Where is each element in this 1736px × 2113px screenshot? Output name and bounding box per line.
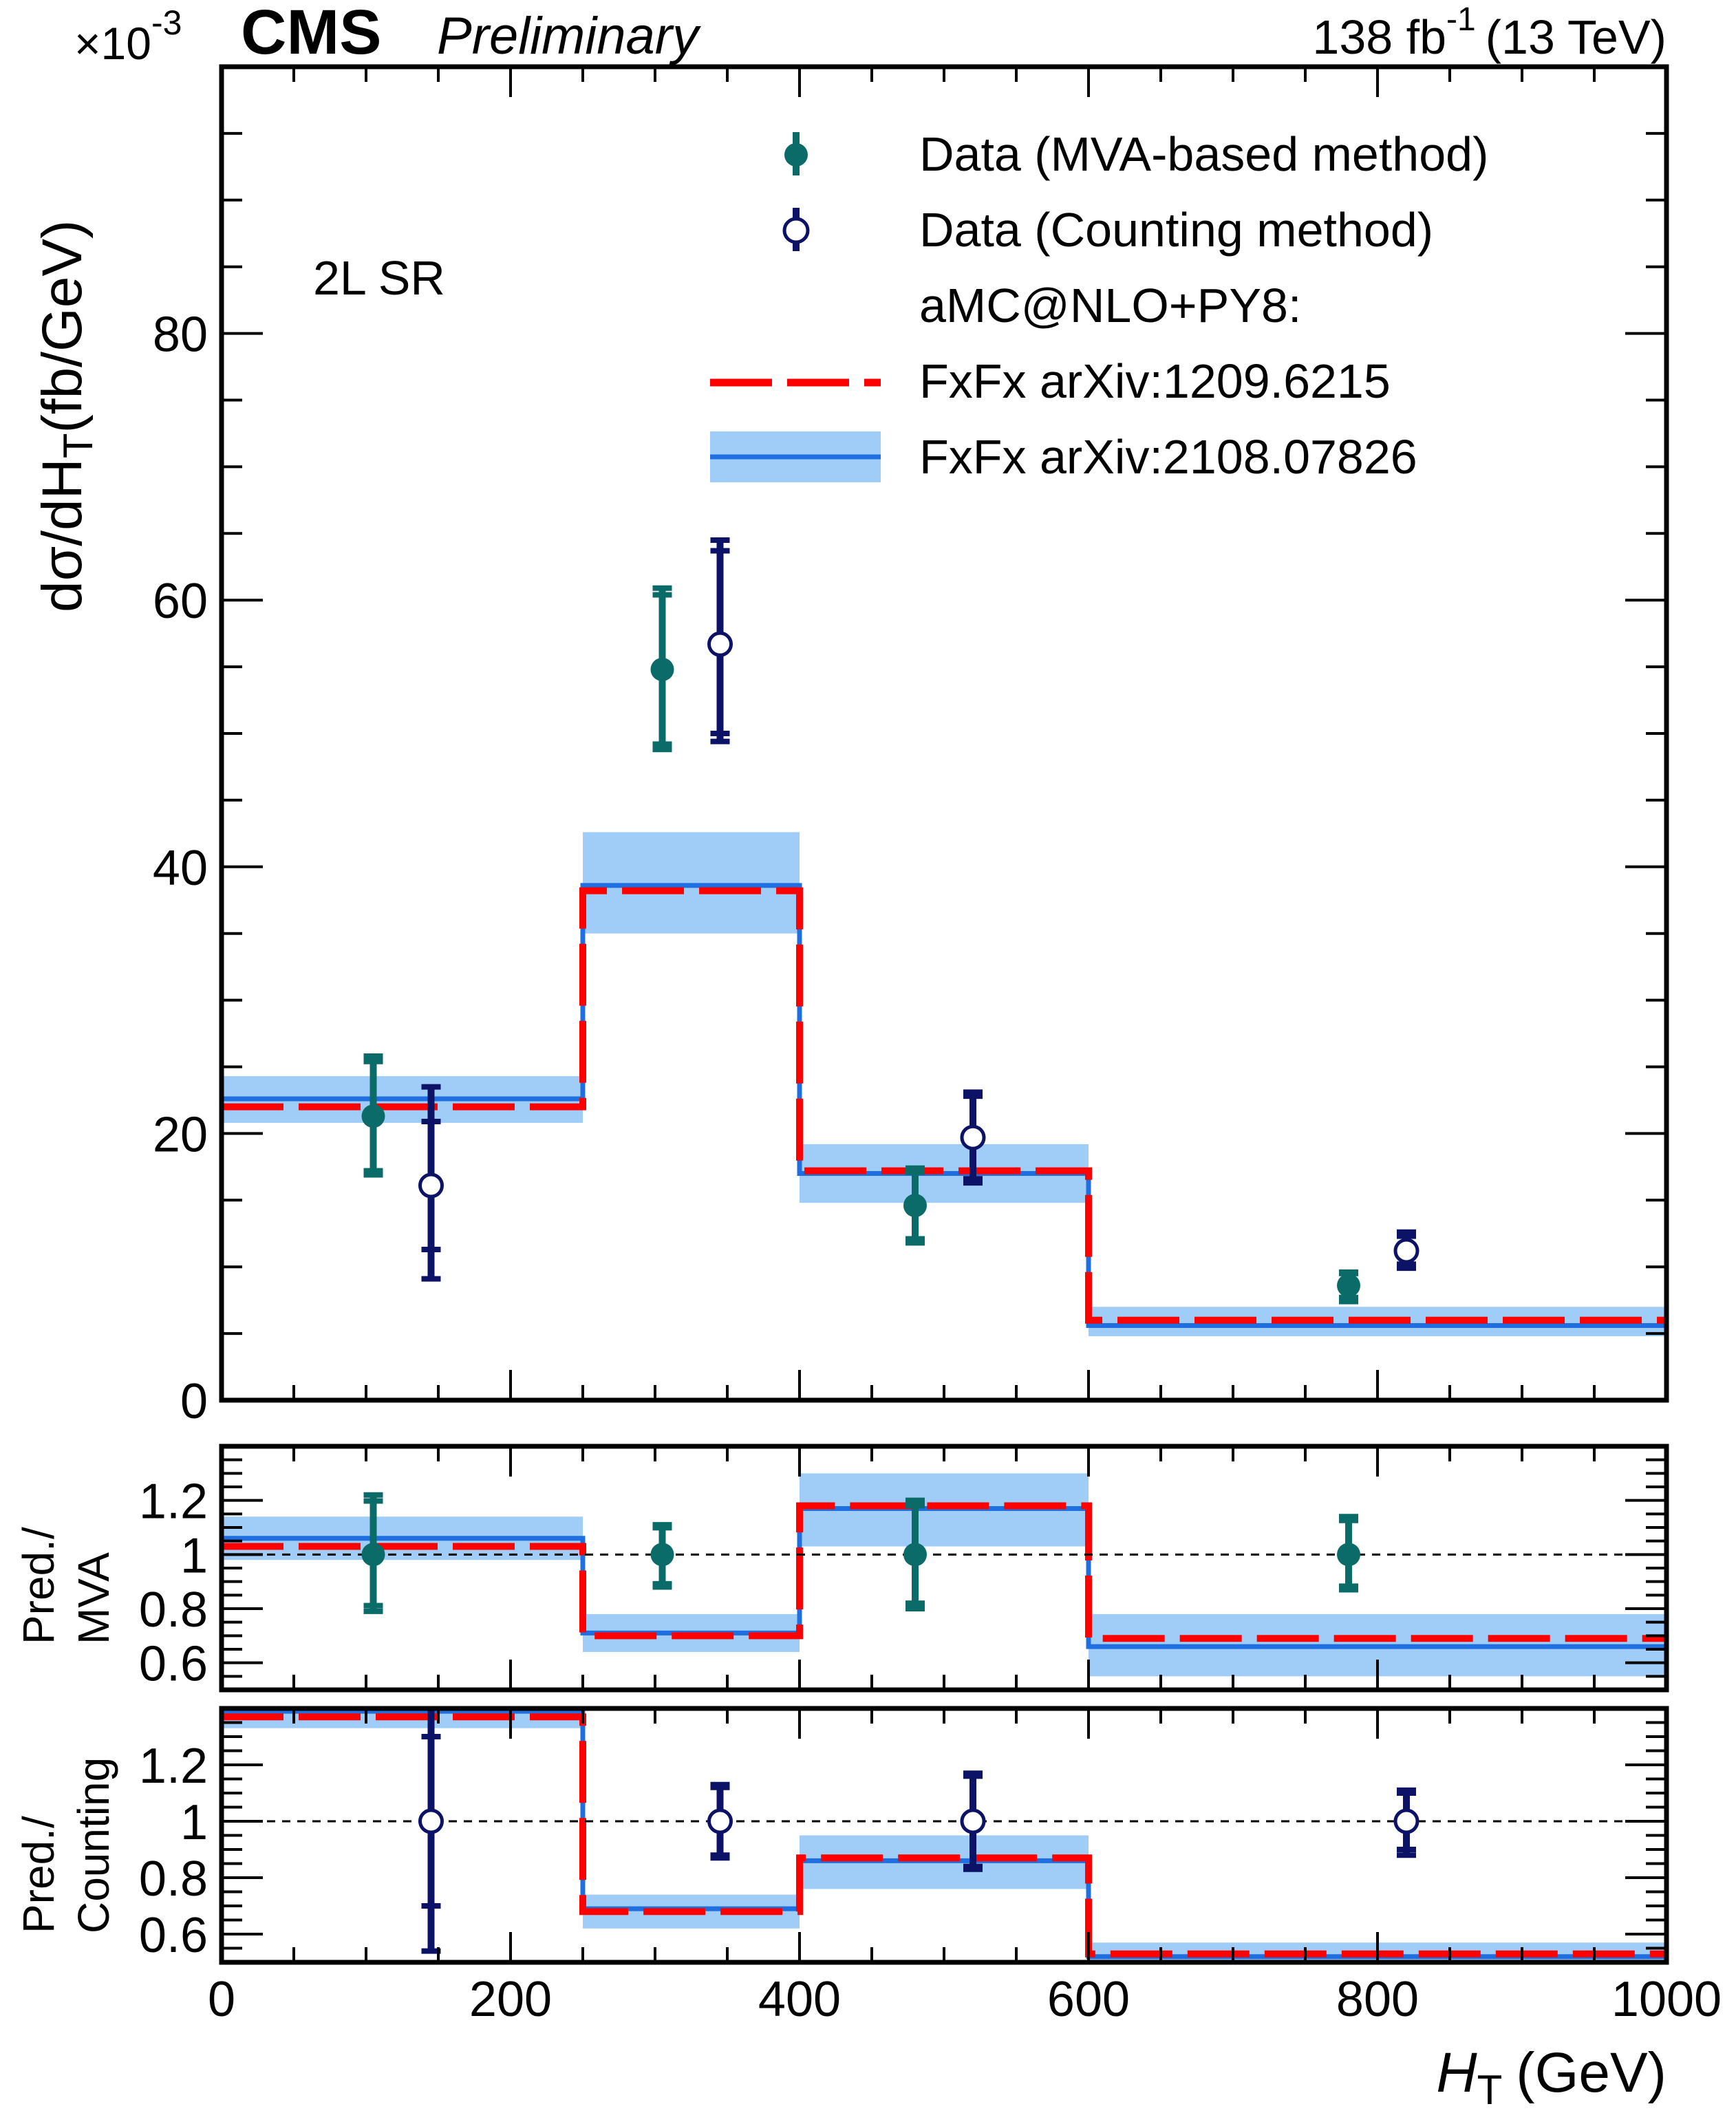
legend-mva-marker <box>784 132 808 175</box>
x-axis-label-sub: T <box>1477 2067 1503 2113</box>
main-counting-point-1-marker <box>707 631 733 657</box>
ratio-counting-panel-frame <box>219 1706 1669 1965</box>
main-y-tick-label: 40 <box>153 841 208 896</box>
main-panel-content <box>222 537 1667 1336</box>
ratio-counting-point-2-marker <box>960 1808 986 1834</box>
main-blue-band-bin-1 <box>583 832 800 934</box>
ratio-counting-point-1-marker <box>707 1808 733 1834</box>
main-mva-point-0-marker <box>361 1104 385 1128</box>
main-y-tick-label: 0 <box>180 1374 208 1429</box>
legend: Data (MVA-based method) Data (Counting m… <box>710 127 1488 484</box>
mva-y-tick-label: 0.8 <box>139 1583 208 1638</box>
ratio-mva-point-3-marker <box>1337 1543 1360 1567</box>
x-axis-label-unit: (GeV) <box>1516 2041 1667 2104</box>
main-counting-point-3-marker <box>1393 1238 1419 1264</box>
main-y-axis-label-text: dσ/dH <box>31 458 94 612</box>
main-y-axis-label-unit: (fb/GeV) <box>31 220 94 433</box>
main-panel-frame <box>219 64 1669 1403</box>
ratio-counting-y-label-2: Counting <box>69 1757 118 1933</box>
exponent-prefix-text: ×10 <box>74 18 151 69</box>
x-tick-label: 1000 <box>1611 1972 1722 2027</box>
ratio-mva-y-label-1: Pred./ <box>14 1527 63 1644</box>
ratio-mva-point-0-marker <box>361 1543 385 1567</box>
energy-label: (13 TeV) <box>1486 10 1667 64</box>
x-tick-label: 200 <box>469 1972 552 2027</box>
ratio-mva-y-label-2: MVA <box>69 1552 118 1644</box>
ratio-counting-point-0-marker <box>418 1808 444 1834</box>
ratio-mva-point-1-marker <box>650 1543 674 1567</box>
cnt-y-tick-label: 0.6 <box>139 1908 208 1963</box>
exponent-value: -3 <box>151 3 182 42</box>
cnt-y-tick-label: 1 <box>180 1795 208 1850</box>
experiment-label: CMS <box>241 0 381 67</box>
main-counting-point-2-marker <box>960 1124 986 1150</box>
main-mva-point-2-marker <box>903 1194 927 1218</box>
legend-generator-text: aMC@NLO+PY8: <box>919 279 1301 332</box>
x-tick-label: 400 <box>758 1972 841 2027</box>
legend-blue-text: FxFx arXiv:2108.07826 <box>919 430 1417 484</box>
x-tick-label: 0 <box>208 1972 235 2027</box>
legend-counting-text: Data (Counting method) <box>919 203 1433 257</box>
ratio-counting-y-label-1: Pred./ <box>14 1816 63 1933</box>
ratio-counting-point-3-marker <box>1393 1808 1419 1834</box>
mva-y-tick-label: 1.2 <box>139 1474 208 1530</box>
ratio-counting-panel-content <box>222 1708 1667 1962</box>
status-label: Preliminary <box>437 7 701 65</box>
ratio-mva-red-line <box>222 1502 1667 1642</box>
x-axis-label-text: H <box>1436 2041 1477 2104</box>
main-mva-point-1-marker <box>650 657 674 681</box>
ratio-mva-panel-content <box>222 1473 1667 1677</box>
x-axis-label: HT (GeV) <box>1436 2041 1667 2113</box>
ratio-mva-panel-frame <box>219 1444 1669 1693</box>
mva-y-tick-label: 0.6 <box>139 1637 208 1692</box>
main-y-tick-label: 80 <box>153 308 208 363</box>
legend-red-text: FxFx arXiv:1209.6215 <box>919 354 1391 408</box>
x-tick-label: 600 <box>1047 1972 1130 2027</box>
luminosity-label: 138 fb-1 (13 TeV) <box>1312 1 1667 64</box>
legend-mva-text: Data (MVA-based method) <box>919 127 1488 181</box>
exponent-prefix: ×10-3 <box>74 3 182 69</box>
main-mva-point-3-marker <box>1337 1274 1360 1298</box>
main-y-axis-label: dσ/dHT(fb/GeV) <box>31 220 101 612</box>
luminosity-exponent: -1 <box>1446 1 1476 38</box>
main-counting-point-0-marker <box>418 1172 444 1199</box>
ratio-mva-point-2-marker <box>903 1543 927 1567</box>
legend-counting-marker <box>782 208 810 251</box>
mva-y-tick-label: 1 <box>180 1528 208 1583</box>
ratio-counting-blue-line <box>222 1708 1667 1960</box>
region-label: 2L SR <box>313 251 445 305</box>
cnt-y-tick-label: 1.2 <box>139 1739 208 1794</box>
luminosity-value: 138 fb <box>1312 10 1446 64</box>
cnt-y-tick-label: 0.8 <box>139 1852 208 1907</box>
main-y-axis-label-sub: T <box>55 433 101 459</box>
x-tick-label: 800 <box>1336 1972 1419 2027</box>
main-y-tick-label: 60 <box>153 574 208 629</box>
main-red-line <box>222 887 1667 1324</box>
main-y-tick-label: 20 <box>153 1107 208 1162</box>
